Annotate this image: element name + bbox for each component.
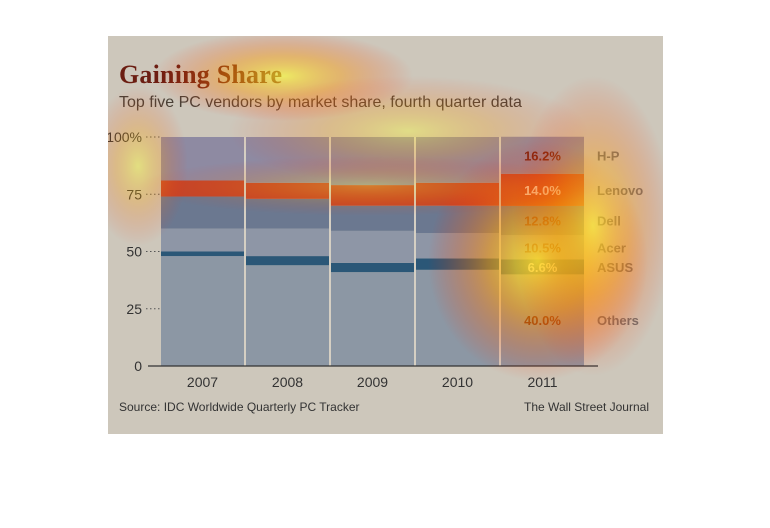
bar-2007-h-p xyxy=(161,137,244,181)
bar-2010-acer xyxy=(416,233,499,259)
x-tick-label: 2008 xyxy=(272,374,303,390)
legend-label: Acer xyxy=(597,240,626,255)
bar-2008-h-p xyxy=(246,137,329,183)
bar-2008-others xyxy=(246,265,329,366)
x-tick-label: 2010 xyxy=(442,374,473,390)
data-label-2011: 40.0% xyxy=(524,313,561,328)
y-tick-label: 50 xyxy=(126,244,142,260)
legend-label: ASUS xyxy=(597,260,633,275)
data-label-2011: 14.0% xyxy=(524,183,561,198)
legend-label: H-P xyxy=(597,148,620,163)
stacked-bar-chart: 2007 2008 2009 2010 2011 0 25 50 75 100% 40.0% Othe… xyxy=(108,129,643,390)
data-label-2011: 6.6% xyxy=(528,260,558,275)
bar-2007-asus xyxy=(161,251,244,257)
bar-2007-dell xyxy=(161,196,244,229)
legend-label: Dell xyxy=(597,214,621,229)
bar-2010-lenovo xyxy=(416,182,499,206)
bar-2008-lenovo xyxy=(246,182,329,199)
chart-card: Gaining Share Top five PC vendors by mar… xyxy=(108,36,663,434)
x-tick-label: 2011 xyxy=(527,374,557,390)
bar-2010-h-p xyxy=(416,137,499,183)
bar-2009-lenovo xyxy=(331,185,414,206)
y-tick-label: 100% xyxy=(108,129,142,145)
bar-2008-asus xyxy=(246,256,329,266)
legend-label: Others xyxy=(597,313,639,328)
y-tick-label: 0 xyxy=(134,358,142,374)
bar-2010-asus xyxy=(416,258,499,270)
source-note: Source: IDC Worldwide Quarterly PC Track… xyxy=(119,400,360,414)
bar-2009-dell xyxy=(331,205,414,231)
bar-2010-others xyxy=(416,269,499,366)
bar-2010-dell xyxy=(416,205,499,234)
data-label-2011: 12.8% xyxy=(524,214,561,229)
bar-2009-h-p xyxy=(331,137,414,186)
data-label-2011: 10.5% xyxy=(524,240,561,255)
y-tick-label: 75 xyxy=(126,186,142,202)
data-label-2011: 16.2% xyxy=(524,148,561,163)
bar-2009-acer xyxy=(331,230,414,263)
bar-2008-acer xyxy=(246,228,329,257)
x-tick-label: 2007 xyxy=(187,374,218,390)
bar-2007-lenovo xyxy=(161,180,244,197)
bar-2008-dell xyxy=(246,198,329,229)
bar-2009-asus xyxy=(331,262,414,273)
bar-2007-others xyxy=(161,256,244,366)
bar-2007-acer xyxy=(161,228,244,252)
legend-label: Lenovo xyxy=(597,183,643,198)
y-tick-label: 25 xyxy=(126,301,142,317)
bar-2009-others xyxy=(331,272,414,366)
credit-note: The Wall Street Journal xyxy=(524,400,649,414)
x-tick-label: 2009 xyxy=(357,374,388,390)
